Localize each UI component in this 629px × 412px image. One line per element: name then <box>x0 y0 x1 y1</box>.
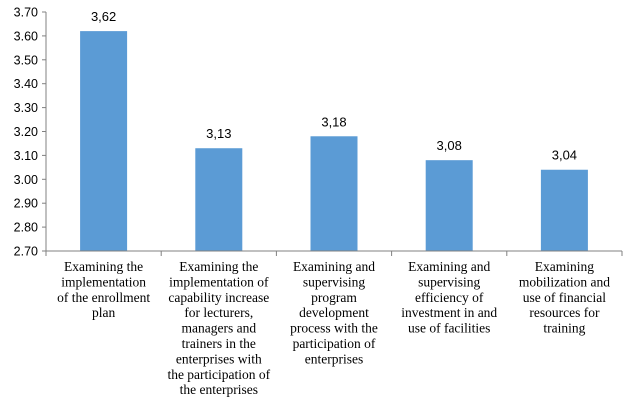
data-label-1: 3,62 <box>91 9 116 24</box>
bar-2 <box>195 148 243 251</box>
bar-1 <box>80 31 128 252</box>
y-tick-label: 3.10 <box>14 149 38 163</box>
category-label-1: Examining the implementation of the enroll… <box>57 259 150 320</box>
y-tick-label: 3.70 <box>14 6 38 20</box>
category-label-2: Examining the implementation of capability… <box>167 259 270 397</box>
y-tick-label: 2.90 <box>14 197 38 211</box>
data-labels: 3,62 3,13 3,18 3,08 3,04 <box>91 9 577 163</box>
data-label-5: 3,04 <box>552 148 577 163</box>
data-label-2: 3,13 <box>206 126 231 141</box>
y-tick-label: 3.40 <box>14 77 38 91</box>
y-tick-label: 3.20 <box>14 125 38 139</box>
x-axis: Examining the implementation of the enroll… <box>45 250 623 397</box>
bar-4 <box>425 160 473 251</box>
category-label-3: Examining and supervising program developme… <box>290 259 378 366</box>
y-tick-label: 3.30 <box>14 101 38 115</box>
bar-3 <box>310 136 358 251</box>
bar-5 <box>540 169 588 251</box>
data-label-3: 3,18 <box>321 114 346 129</box>
y-tick-label: 2.80 <box>14 221 38 235</box>
y-tick-label: 2.70 <box>14 245 38 259</box>
data-label-4: 3,08 <box>437 138 462 153</box>
y-tick-label: 3.60 <box>14 29 38 43</box>
y-tick-label: 3.50 <box>14 53 38 67</box>
y-axis: 2.70 2.80 2.90 3.00 3.10 3.20 3.30 3.40 3.50 3.60… <box>14 6 47 259</box>
y-tick-label: 3.00 <box>14 173 38 187</box>
category-label-5: Examining mobilization and use of financia… <box>519 259 610 336</box>
bars <box>80 31 588 252</box>
category-label-4: Examining and supervising efficiency of inv… <box>401 259 497 336</box>
